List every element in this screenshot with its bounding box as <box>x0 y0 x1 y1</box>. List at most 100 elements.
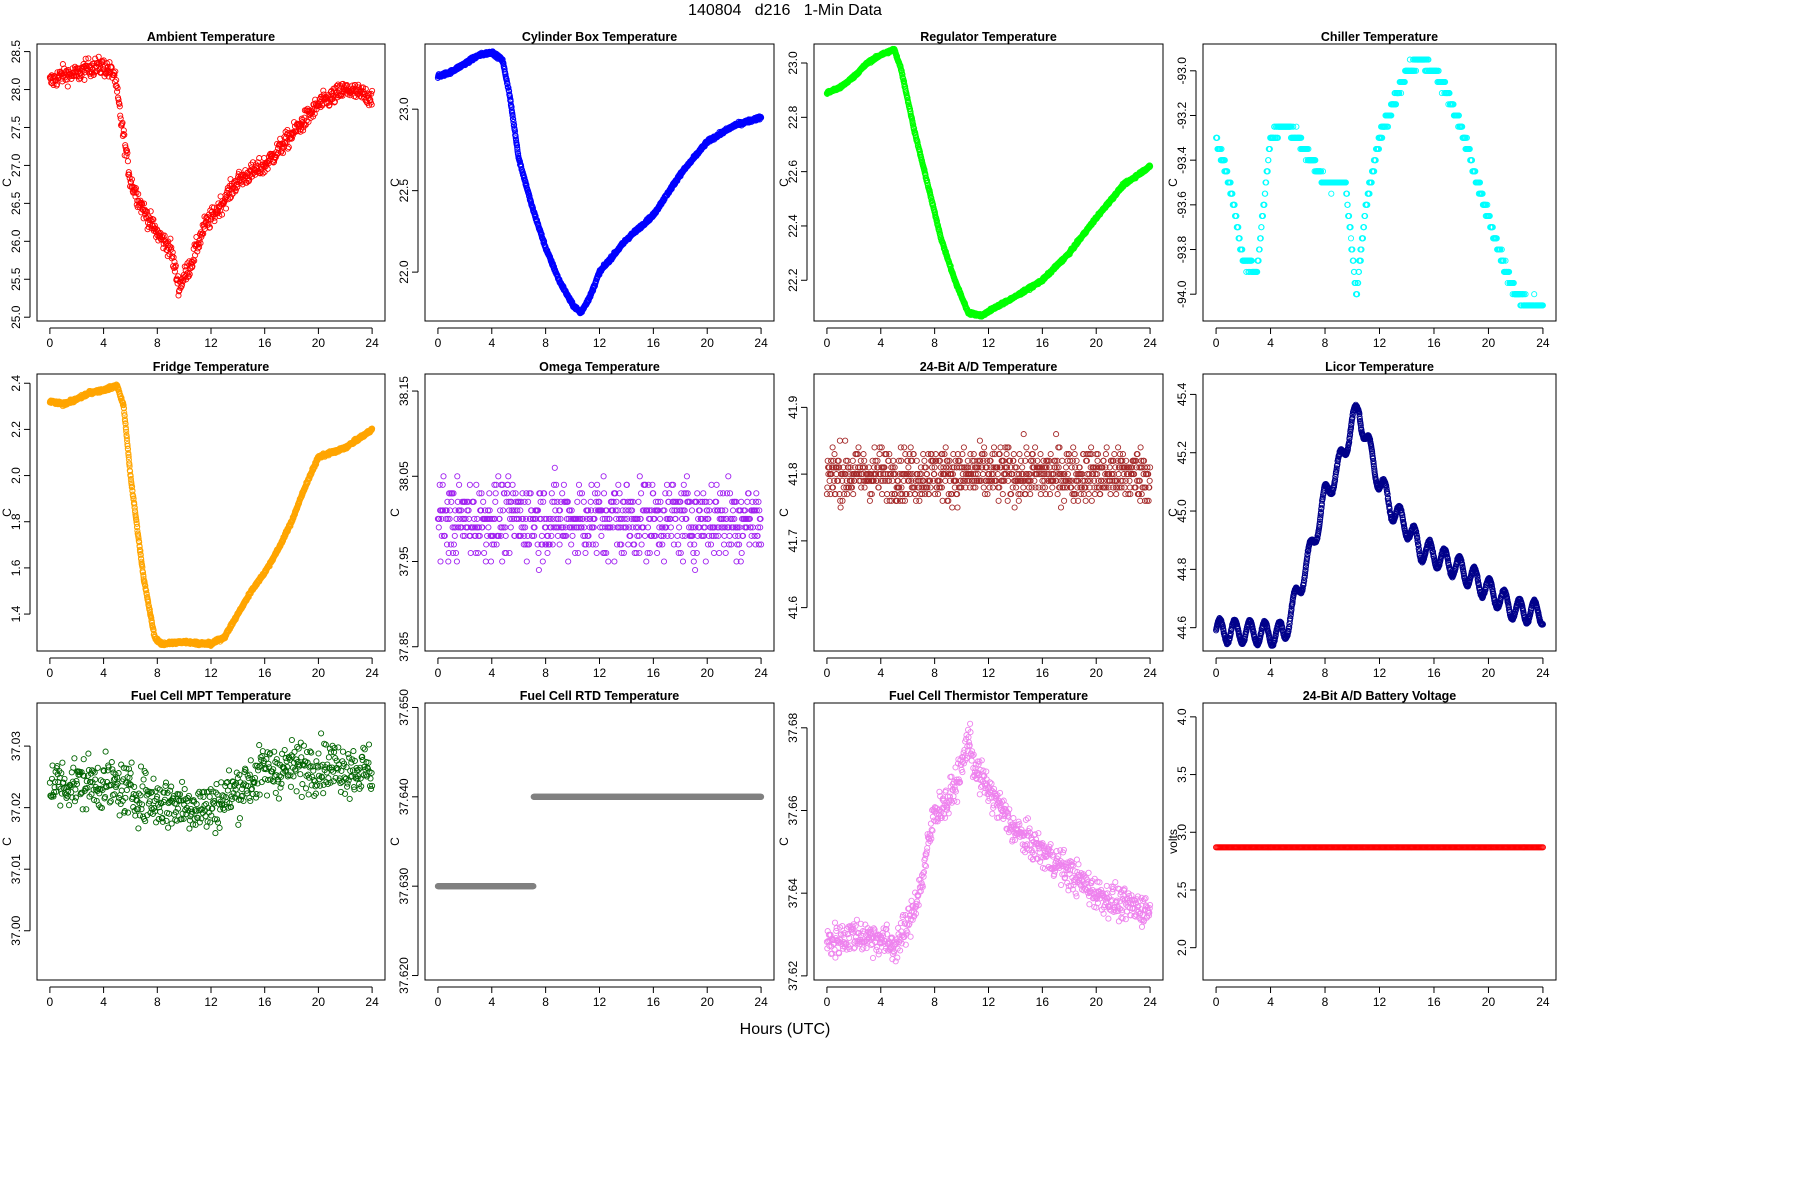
data-point <box>214 207 221 214</box>
data-point <box>365 91 372 98</box>
y-tick-label: -94.0 <box>1175 280 1189 308</box>
y-axis-label: C <box>388 178 402 187</box>
data-point <box>131 186 139 193</box>
chart-title: Regulator Temperature <box>920 30 1057 44</box>
y-tick-label: 27.0 <box>9 153 23 177</box>
data-point <box>243 172 250 180</box>
data-point <box>171 268 178 275</box>
data-point <box>1328 190 1335 197</box>
data-point <box>288 135 295 142</box>
x-tick-label: 12 <box>593 336 607 350</box>
y-tick-label: -93.6 <box>1175 191 1189 219</box>
x-tick-label: 0 <box>1213 336 1220 350</box>
y-tick-label: 22.2 <box>786 268 800 292</box>
y-tick-label: 26.0 <box>9 229 23 253</box>
data-point <box>110 69 118 76</box>
data-point <box>239 181 246 188</box>
x-tick-label: 16 <box>258 336 272 350</box>
y-tick-label: 22.8 <box>786 105 800 129</box>
data-point <box>120 131 127 138</box>
data-point <box>196 237 203 244</box>
data-point <box>1347 235 1355 242</box>
x-tick-label: 8 <box>154 336 161 350</box>
y-tick-label: 22.4 <box>786 214 800 238</box>
x-tick-label: 20 <box>312 336 326 350</box>
x-tick-label: 0 <box>47 336 54 350</box>
chart-title: Fridge Temperature <box>153 360 270 374</box>
data-point <box>234 184 241 191</box>
data-point <box>161 232 168 239</box>
data-point <box>197 240 204 247</box>
data-point <box>189 259 196 266</box>
y-tick-label: 22.0 <box>397 260 411 284</box>
data-point <box>103 59 110 67</box>
data-point <box>273 151 280 158</box>
x-tick-label: 0 <box>824 336 831 350</box>
x-tick-label: 4 <box>877 336 884 350</box>
data-point <box>198 233 205 240</box>
y-tick-label: 22.6 <box>786 160 800 184</box>
figure-title: 140804 d216 1-Min Data <box>688 2 882 19</box>
data-point <box>218 211 226 218</box>
data-series <box>1213 56 1546 309</box>
data-point <box>369 87 376 94</box>
data-point <box>326 101 333 109</box>
y-axis-label: C <box>1166 178 1180 187</box>
data-point <box>206 224 213 231</box>
data-point <box>119 119 126 126</box>
data-point <box>1258 224 1265 231</box>
x-tick-label: 16 <box>647 336 661 350</box>
data-point <box>82 55 89 62</box>
data-point <box>170 254 177 261</box>
data-point <box>85 55 92 62</box>
x-tick-label: 24 <box>1536 336 1550 350</box>
data-series <box>823 45 1154 320</box>
data-point <box>122 144 129 151</box>
data-point <box>1531 291 1538 298</box>
data-point <box>285 144 292 151</box>
data-point <box>317 104 324 111</box>
chart-title: Chiller Temperature <box>1321 30 1438 44</box>
data-point <box>150 216 157 223</box>
data-point <box>186 271 193 278</box>
data-point <box>193 233 200 241</box>
x-tick-label: 12 <box>982 336 996 350</box>
data-point <box>189 263 196 270</box>
y-tick-label: 22.5 <box>397 179 411 203</box>
data-point <box>59 61 66 68</box>
x-tick-label: 4 <box>100 336 107 350</box>
data-point <box>280 141 287 148</box>
plot-frame <box>36 43 386 322</box>
plot-frame <box>813 43 1164 322</box>
data-point <box>95 53 102 60</box>
chart-title: Ambient Temperature <box>147 30 275 44</box>
y-tick-label: 28.5 <box>9 40 23 64</box>
y-tick-label: 27.5 <box>9 115 23 139</box>
y-tick-label: 23.0 <box>397 97 411 121</box>
data-point <box>113 77 120 84</box>
data-point <box>117 112 124 119</box>
x-tick-label: 12 <box>204 336 218 350</box>
data-point <box>116 100 123 107</box>
plot-frame <box>1202 43 1557 322</box>
data-point <box>333 82 340 90</box>
x-tick-label: 16 <box>1427 336 1441 350</box>
data-point <box>125 169 132 176</box>
data-point <box>172 262 179 269</box>
data-point <box>279 150 286 157</box>
data-point <box>259 170 266 177</box>
data-point <box>96 65 103 72</box>
data-point <box>126 171 133 178</box>
data-point <box>222 205 230 212</box>
data-series <box>434 48 765 317</box>
data-point <box>121 131 128 138</box>
data-point <box>120 127 127 134</box>
data-point <box>368 101 375 108</box>
data-point <box>114 88 121 95</box>
data-point <box>115 96 122 103</box>
data-point <box>64 83 71 90</box>
data-point <box>339 92 346 99</box>
